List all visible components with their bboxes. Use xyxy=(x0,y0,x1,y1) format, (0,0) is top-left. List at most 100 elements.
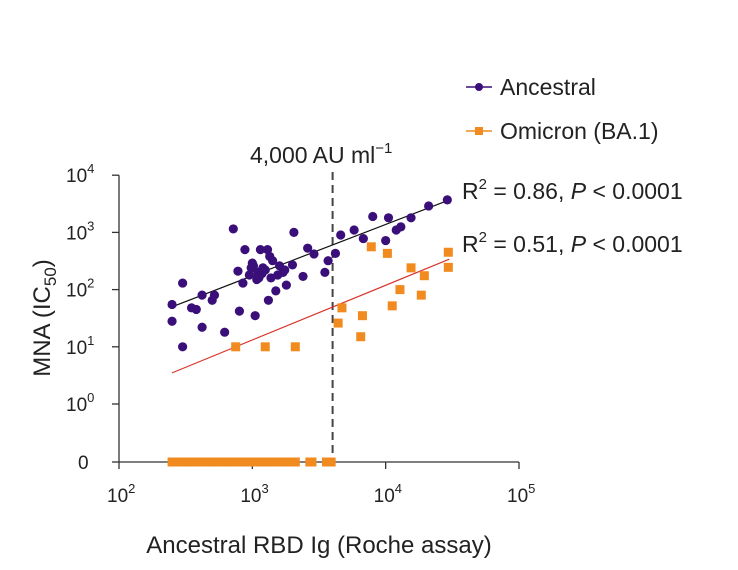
point-ancestral xyxy=(197,322,207,332)
point-ancestral xyxy=(381,235,391,246)
stat-omicron: R2 = 0.51, P < 0.0001 xyxy=(462,229,683,257)
y-tick-label: 0 xyxy=(78,453,89,474)
stat-omicron-r-sup: 2 xyxy=(479,229,487,246)
x-tick-label: 103 xyxy=(240,481,268,507)
point-omicron xyxy=(326,457,336,467)
point-ancestral xyxy=(406,213,416,223)
point-ancestral xyxy=(228,224,238,234)
x-tick-label-base: 10 xyxy=(240,486,261,507)
point-ancestral xyxy=(442,195,452,205)
legend-item-ancestral: Ancestral xyxy=(466,74,596,100)
point-omicron xyxy=(419,271,429,281)
point-omicron xyxy=(220,457,230,467)
point-omicron xyxy=(443,262,453,272)
point-ancestral xyxy=(255,245,266,255)
point-omicron xyxy=(322,457,332,467)
point-omicron xyxy=(416,290,426,300)
point-ancestral xyxy=(271,286,281,296)
point-ancestral xyxy=(289,227,299,237)
y-tick-label-exponent: 4 xyxy=(87,161,94,176)
point-omicron xyxy=(213,457,223,467)
y-tick-label: 100 xyxy=(66,390,94,416)
stat-ancestral: R2 = 0.86, P < 0.0001 xyxy=(462,176,683,204)
y-tick-label-base: 10 xyxy=(66,338,87,359)
point-ancestral xyxy=(167,316,177,326)
point-ancestral xyxy=(281,280,291,290)
point-ancestral xyxy=(209,290,220,300)
point-ancestral xyxy=(268,256,278,266)
point-ancestral xyxy=(263,295,274,305)
y-tick-label: 102 xyxy=(66,276,94,302)
point-omicron xyxy=(382,248,392,258)
stat-omicron-p: P xyxy=(571,231,587,257)
point-omicron xyxy=(290,457,300,467)
point-ancestral xyxy=(240,245,250,255)
stat-omicron-r: R xyxy=(462,231,479,257)
y-tick-label-base: 0 xyxy=(78,453,89,474)
stat-ancestral-p: P xyxy=(571,178,587,204)
point-ancestral xyxy=(396,222,406,232)
point-omicron xyxy=(201,457,211,467)
data-points xyxy=(167,195,453,467)
point-ancestral xyxy=(167,299,177,310)
legend-label-ancestral: Ancestral xyxy=(500,74,596,100)
point-ancestral xyxy=(197,290,207,300)
point-omicron xyxy=(387,301,397,311)
x-tick-label-exponent: 3 xyxy=(261,481,268,496)
x-tick-label-exponent: 5 xyxy=(528,481,535,496)
point-ancestral xyxy=(303,243,313,253)
y-axis-title: MNA (IC50) xyxy=(29,259,60,377)
point-ancestral xyxy=(330,248,341,258)
stat-omicron-r-value: = 0.51, xyxy=(487,231,571,257)
point-omicron xyxy=(356,332,366,342)
point-ancestral xyxy=(336,230,346,240)
y-tick-label: 104 xyxy=(66,161,94,187)
point-omicron xyxy=(443,247,453,257)
y-tick-label-exponent: 3 xyxy=(87,218,94,233)
y-tick-label-base: 10 xyxy=(66,395,87,416)
x-tick-label: 104 xyxy=(374,481,402,507)
point-omicron xyxy=(395,285,405,295)
point-omicron xyxy=(307,457,317,467)
point-ancestral xyxy=(309,249,319,259)
stat-ancestral-r: R xyxy=(462,178,479,204)
point-ancestral xyxy=(220,327,230,337)
legend-label-omicron: Omicron (BA.1) xyxy=(500,118,658,144)
point-ancestral xyxy=(287,260,298,270)
stat-ancestral-r-value: = 0.86, xyxy=(487,178,571,204)
point-ancestral xyxy=(233,266,243,276)
point-ancestral xyxy=(178,278,188,288)
threshold-label-unit-exponent: −1 xyxy=(375,140,392,157)
point-omicron xyxy=(406,263,416,273)
point-ancestral xyxy=(178,342,188,352)
x-tick-label-exponent: 2 xyxy=(128,481,135,496)
fit-line-omicron xyxy=(171,258,450,374)
point-omicron xyxy=(366,242,376,252)
y-tick-label-base: 10 xyxy=(66,223,87,244)
x-tick-label-exponent: 4 xyxy=(395,481,402,496)
point-ancestral xyxy=(424,201,434,211)
x-tick-label-base: 10 xyxy=(507,486,528,507)
stat-omicron-p-value: < 0.0001 xyxy=(586,231,683,257)
y-tick-label-exponent: 0 xyxy=(87,390,94,405)
legend-marker-ancestral xyxy=(475,83,483,91)
point-omicron xyxy=(333,318,343,328)
point-ancestral xyxy=(244,270,254,280)
x-tick-label-base: 10 xyxy=(374,486,395,507)
stat-ancestral-r-sup: 2 xyxy=(479,176,487,193)
y-tick-label-base: 10 xyxy=(66,281,87,302)
y-tick-label: 103 xyxy=(66,218,94,244)
y-axis-title-main: MNA (IC xyxy=(29,286,56,377)
point-ancestral xyxy=(349,225,359,235)
y-tick-label: 101 xyxy=(66,333,94,359)
point-omicron xyxy=(290,342,300,352)
x-tick-label-base: 10 xyxy=(107,486,128,507)
regression-lines xyxy=(171,199,450,374)
point-ancestral xyxy=(238,278,248,288)
point-omicron xyxy=(260,342,270,352)
point-ancestral xyxy=(323,256,333,266)
x-tick-label: 105 xyxy=(507,481,535,507)
y-axis-title-close: ) xyxy=(29,259,56,267)
